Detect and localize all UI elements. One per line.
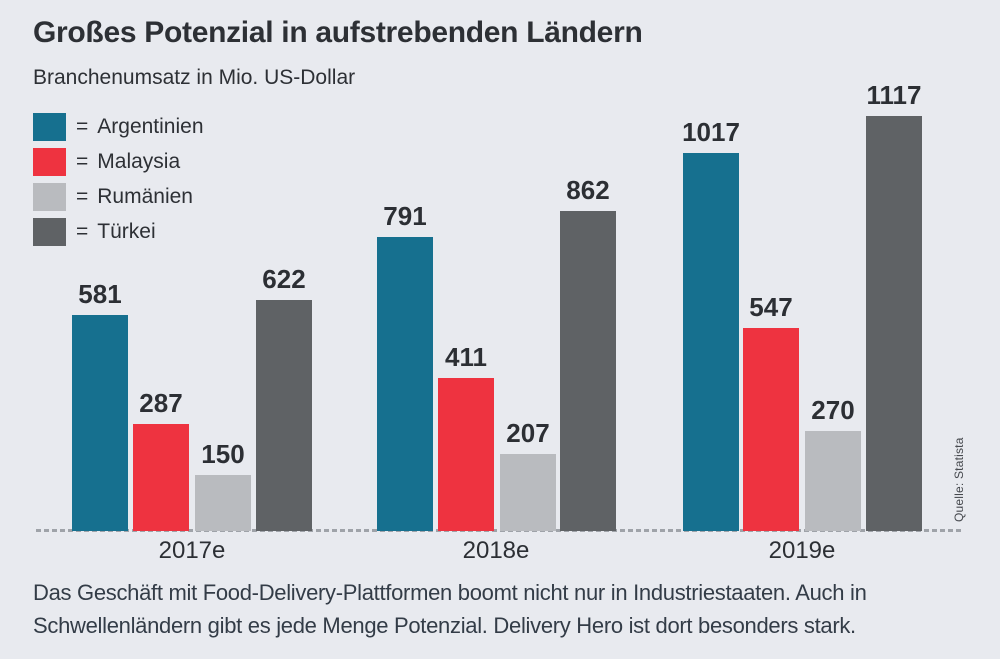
category-label-2019e: 2019e: [768, 537, 836, 564]
bar-rumnien-2019e: [805, 431, 861, 531]
category-label-2017e: 2017e: [158, 537, 226, 564]
bar-argentinien-2019e: [683, 153, 739, 531]
bar-value-label: 150: [201, 439, 245, 469]
page-title: Großes Potenzial in aufstrebenden Länder…: [33, 16, 643, 49]
caption-text: Das Geschäft mit Food-Delivery-Plattform…: [33, 576, 867, 642]
legend: = Argentinien = Malaysia = Rumänien = Tü…: [33, 113, 204, 246]
bar-value-label: 1017: [682, 117, 740, 147]
bar-value-label: 581: [78, 279, 122, 309]
bar-value-label: 547: [749, 292, 793, 322]
legend-equals-sign: =: [76, 115, 89, 138]
source-credit: Quelle: Statista: [952, 437, 966, 522]
legend-equals-sign: =: [76, 185, 89, 208]
bar-value-label: 862: [566, 175, 610, 205]
bar-value-label: 287: [139, 388, 183, 418]
legend-swatch-rumaenien: [33, 183, 66, 211]
legend-equals-sign: =: [76, 220, 89, 243]
legend-item-argentinien: = Argentinien: [33, 113, 204, 141]
legend-item-rumaenien: = Rumänien: [33, 183, 204, 211]
bar-malaysia-2017e: [133, 424, 189, 531]
bar-value-label: 411: [445, 342, 487, 372]
bar-value-label: 270: [811, 395, 855, 425]
bar-trkei-2018e: [560, 211, 616, 531]
bar-trkei-2017e: [256, 300, 312, 531]
legend-label: Malaysia: [97, 150, 181, 173]
bar-value-label: 622: [262, 264, 306, 294]
legend-item-tuerkei: = Türkei: [33, 218, 204, 246]
legend-label: Rumänien: [97, 185, 193, 208]
bar-rumnien-2018e: [500, 454, 556, 531]
bar-malaysia-2019e: [743, 328, 799, 531]
bar-value-label: 1117: [866, 80, 922, 110]
legend-swatch-tuerkei: [33, 218, 66, 246]
bar-value-label: 791: [383, 201, 427, 231]
caption-line-2: Schwellenländern gibt es jede Menge Pote…: [33, 613, 856, 638]
legend-equals-sign: =: [76, 150, 89, 173]
legend-label: Argentinien: [97, 115, 204, 138]
caption-line-1: Das Geschäft mit Food-Delivery-Plattform…: [33, 580, 867, 605]
category-label-2018e: 2018e: [462, 537, 530, 564]
bar-rumnien-2017e: [195, 475, 251, 531]
legend-swatch-argentinien: [33, 113, 66, 141]
chart-subtitle: Branchenumsatz in Mio. US-Dollar: [33, 66, 356, 89]
bar-argentinien-2017e: [72, 315, 128, 531]
legend-swatch-malaysia: [33, 148, 66, 176]
bar-malaysia-2018e: [438, 378, 494, 531]
x-axis-baseline: [36, 529, 962, 532]
bar-value-label: 207: [506, 418, 550, 448]
legend-label: Türkei: [97, 220, 156, 243]
bar-argentinien-2018e: [377, 237, 433, 531]
bar-trkei-2019e: [866, 116, 922, 531]
legend-item-malaysia: = Malaysia: [33, 148, 204, 176]
